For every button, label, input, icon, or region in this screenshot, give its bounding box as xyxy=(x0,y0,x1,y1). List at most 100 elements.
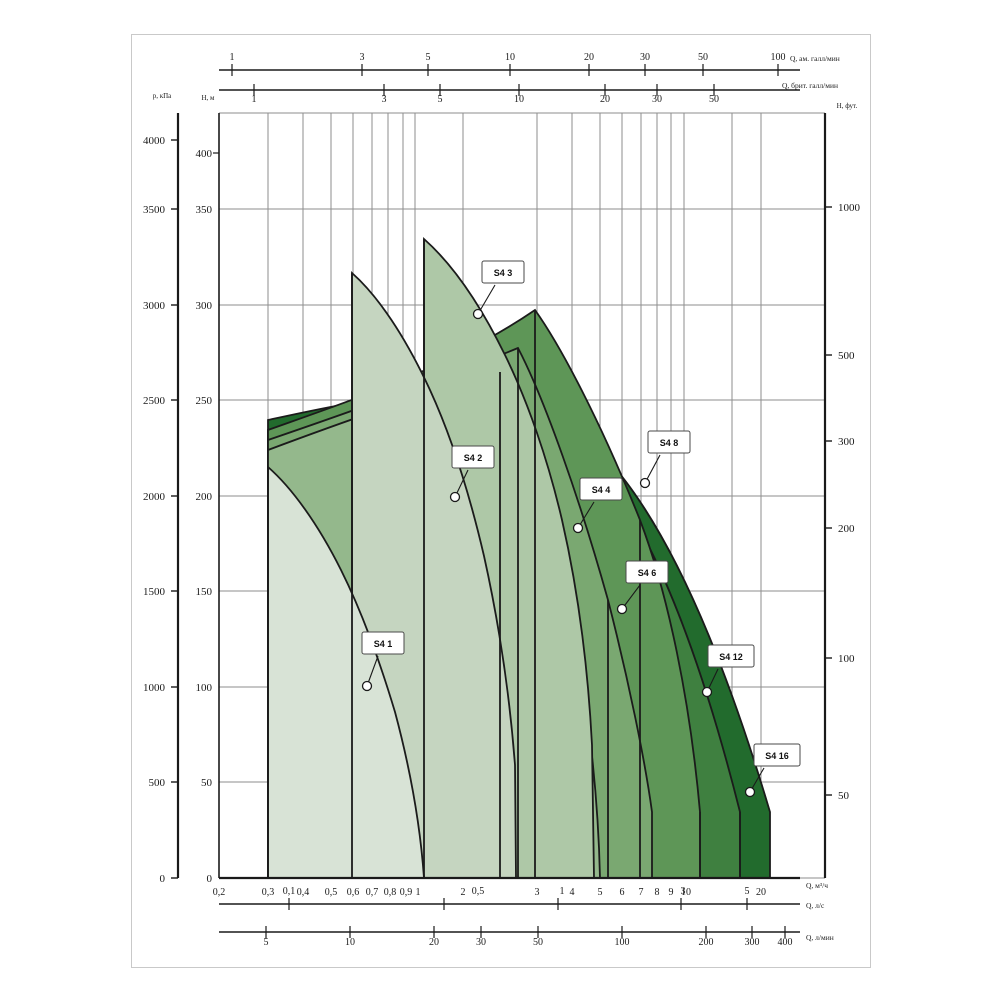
tick-lmin-5: 5 xyxy=(264,937,269,948)
bottom-ls-ticks: 0,1 0,5 1 3 5 Q, л/с xyxy=(283,886,825,910)
tick-q-8: 8 xyxy=(655,887,660,898)
tick-impgpm-30: 30 xyxy=(652,94,662,105)
tick-ls-0-1: 0,1 xyxy=(283,886,296,897)
tick-ft-100: 100 xyxy=(838,653,855,665)
tick-m-300: 300 xyxy=(196,300,213,312)
tick-q-5: 5 xyxy=(598,887,603,898)
pump-curves-group xyxy=(267,237,771,878)
tick-ft-500: 500 xyxy=(838,350,855,362)
callout-dot xyxy=(572,522,584,534)
axis-label-bottom-ls: Q, л/с xyxy=(806,901,825,910)
tick-impgpm-5: 5 xyxy=(438,94,443,105)
tick-q-0-8: 0,8 xyxy=(384,887,397,898)
callout-label-s4-12: S4 12 xyxy=(719,652,743,662)
callout-label-s4-4: S4 4 xyxy=(592,485,611,495)
tick-kpa-3500: 3500 xyxy=(143,204,166,216)
tick-q-0-9: 0,9 xyxy=(400,887,413,898)
callout-s4-16[interactable]: S4 16 xyxy=(744,743,801,798)
tick-lmin-50: 50 xyxy=(533,937,543,948)
tick-usgpm-30: 30 xyxy=(640,52,650,63)
tick-lmin-30: 30 xyxy=(476,937,486,948)
tick-m-0: 0 xyxy=(207,873,213,885)
callout-s4-12[interactable]: S4 12 xyxy=(701,644,755,698)
callout-dot xyxy=(616,603,628,615)
tick-q-20: 20 xyxy=(756,887,766,898)
tick-kpa-2000: 2000 xyxy=(143,491,166,503)
tick-m-400: 400 xyxy=(196,148,213,160)
tick-m-100: 100 xyxy=(196,682,213,694)
tick-q-6: 6 xyxy=(620,887,625,898)
tick-m-350: 350 xyxy=(196,204,213,216)
callout-label-s4-3: S4 3 xyxy=(494,268,513,278)
tick-m-150: 150 xyxy=(196,586,213,598)
tick-kpa-4000: 4000 xyxy=(143,135,166,147)
tick-kpa-500: 500 xyxy=(149,777,166,789)
tick-kpa-0: 0 xyxy=(160,873,166,885)
tick-q-0-3: 0,3 xyxy=(262,887,275,898)
tick-lmin-100: 100 xyxy=(615,937,630,948)
callout-s4-6[interactable]: S4 6 xyxy=(616,560,669,615)
tick-impgpm-50: 50 xyxy=(709,94,719,105)
tick-ls-5: 5 xyxy=(745,886,750,897)
left-kpa-ticks: 0 500 1000 1500 2000 2500 3000 3500 4000… xyxy=(143,92,178,885)
tick-impgpm-1: 1 xyxy=(252,94,257,105)
tick-lmin-300: 300 xyxy=(745,937,760,948)
tick-ls-0-5: 0,5 xyxy=(472,886,485,897)
callout-label-s4-8: S4 8 xyxy=(660,438,679,448)
callout-label-s4-16: S4 16 xyxy=(765,751,789,761)
axis-label-left-m: H, м xyxy=(202,94,216,102)
callout-dot xyxy=(744,786,756,798)
callout-s4-8[interactable]: S4 8 xyxy=(639,430,691,489)
tick-ft-50: 50 xyxy=(838,790,850,802)
callout-dot xyxy=(361,680,373,692)
tick-impgpm-10: 10 xyxy=(514,94,524,105)
top-usgpm-ticks: 1 3 5 10 20 30 50 100 Q, ам. галл/мин xyxy=(230,52,840,76)
bottom-lmin-ticks: 5 10 20 30 50 100 200 300 400 Q, л/мин xyxy=(264,926,834,948)
tick-usgpm-20: 20 xyxy=(584,52,594,63)
callout-s4-4[interactable]: S4 4 xyxy=(572,477,623,534)
callout-s4-1[interactable]: S4 1 xyxy=(361,631,405,692)
top-impgpm-ticks: 1 3 5 10 20 30 50 Q, брит. галл/мин xyxy=(252,81,839,105)
axis-label-bottom-lmin: Q, л/мин xyxy=(806,933,834,942)
tick-kpa-2500: 2500 xyxy=(143,395,166,407)
tick-kpa-1500: 1500 xyxy=(143,586,166,598)
tick-lmin-200: 200 xyxy=(699,937,714,948)
tick-lmin-400: 400 xyxy=(778,937,793,948)
callout-dot xyxy=(449,491,461,503)
tick-q-3: 3 xyxy=(535,887,540,898)
bottom-m3h-ticks: 0,2 0,3 0,4 0,5 0,6 0,7 0,8 0,9 1 2 3 4 … xyxy=(213,881,828,898)
axis-label-top-impgpm: Q, брит. галл/мин xyxy=(782,81,838,90)
callout-dot xyxy=(472,308,484,320)
tick-q-10: 10 xyxy=(681,887,691,898)
tick-lmin-10: 10 xyxy=(345,937,355,948)
callout-s4-2[interactable]: S4 2 xyxy=(449,445,495,503)
left-m-ticks: 0 50 100 150 200 250 300 350 400 H, м xyxy=(196,94,219,885)
axis-label-top-usgpm: Q, ам. галл/мин xyxy=(790,54,840,63)
axis-label-bottom-m3h: Q, м³/ч xyxy=(806,881,828,890)
tick-q-0-4: 0,4 xyxy=(297,887,310,898)
tick-q-7: 7 xyxy=(639,887,644,898)
tick-q-0-5: 0,5 xyxy=(325,887,338,898)
tick-ls-1: 1 xyxy=(560,886,565,897)
tick-ls-3: 3 xyxy=(681,886,686,897)
tick-ft-300: 300 xyxy=(838,436,855,448)
tick-ft-200: 200 xyxy=(838,523,855,535)
tick-kpa-3000: 3000 xyxy=(143,300,166,312)
tick-impgpm-20: 20 xyxy=(600,94,610,105)
tick-q-9: 9 xyxy=(669,887,674,898)
tick-q-0-7: 0,7 xyxy=(366,887,379,898)
callout-s4-3[interactable]: S4 3 xyxy=(472,260,525,320)
tick-usgpm-1: 1 xyxy=(230,52,235,63)
tick-usgpm-3: 3 xyxy=(360,52,365,63)
tick-m-50: 50 xyxy=(201,777,213,789)
callout-label-s4-6: S4 6 xyxy=(638,568,657,578)
tick-q-0-6: 0,6 xyxy=(347,887,360,898)
tick-m-250: 250 xyxy=(196,395,213,407)
tick-q-2: 2 xyxy=(461,887,466,898)
tick-impgpm-3: 3 xyxy=(382,94,387,105)
tick-usgpm-100: 100 xyxy=(771,52,786,63)
callout-label-s4-1: S4 1 xyxy=(374,639,393,649)
tick-q-1: 1 xyxy=(416,887,421,898)
